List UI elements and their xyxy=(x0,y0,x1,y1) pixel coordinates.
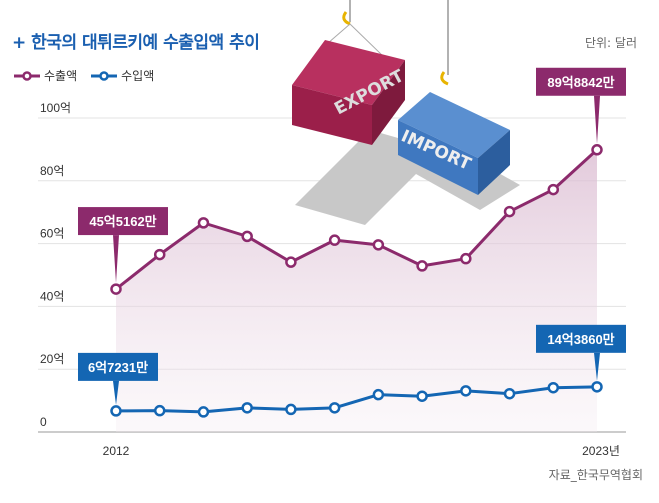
legend: 수출액 수입액 xyxy=(14,67,154,84)
import-point xyxy=(241,402,253,414)
x-tick-label: 2023년 xyxy=(582,444,620,458)
import-point xyxy=(591,381,603,393)
export-point xyxy=(503,205,516,218)
chart-title: + 한국의 대튀르키예 수출입액 추이 xyxy=(12,33,260,53)
import-point xyxy=(503,387,516,400)
export-point xyxy=(153,248,166,261)
import-point xyxy=(460,385,472,397)
export-point xyxy=(328,234,341,246)
import-point xyxy=(328,402,341,414)
import-point xyxy=(153,404,166,417)
import-point xyxy=(110,405,122,417)
import-annotation-label: 6억7231만 xyxy=(88,360,148,375)
y-tick-label: 40억 xyxy=(40,289,64,303)
export-annotation-box xyxy=(536,67,626,96)
import-point xyxy=(547,381,560,394)
export-annotation-label: 89억8842만 xyxy=(547,75,614,90)
import-annotation-pointer xyxy=(594,352,600,381)
legend-import-label: 수입액 xyxy=(121,69,155,83)
export-point xyxy=(241,230,253,243)
import-annotation-box xyxy=(78,352,158,381)
unit-label: 단위: 달러 xyxy=(584,36,637,50)
import-point xyxy=(416,390,428,402)
import-point xyxy=(197,406,210,418)
import-annotation-box xyxy=(536,324,626,353)
source-note: 자료_한국무역협회 xyxy=(548,468,643,482)
y-tick-label: 80억 xyxy=(40,164,64,178)
export-annotation-pointer xyxy=(113,235,119,284)
export-point xyxy=(547,183,560,196)
export-point xyxy=(110,283,122,295)
import-point xyxy=(285,403,297,416)
container-illustration: EXPORT IMPORT xyxy=(292,0,520,225)
legend-export-label: 수출액 xyxy=(44,69,78,83)
y-tick-label: 20억 xyxy=(40,352,64,366)
import-point xyxy=(372,388,385,401)
export-point xyxy=(372,239,385,251)
export-annotation-pointer xyxy=(594,95,600,144)
legend-import: 수입액 xyxy=(91,67,154,84)
export-point xyxy=(197,217,210,229)
export-annotation-label: 45억5162만 xyxy=(89,214,156,229)
export-point xyxy=(591,144,603,156)
legend-export: 수출액 xyxy=(14,67,77,84)
export-area-fill xyxy=(116,149,597,432)
import-annotation-label: 14억3860만 xyxy=(547,332,614,347)
export-point xyxy=(460,252,472,265)
import-annotation-pointer xyxy=(113,380,119,405)
y-tick-label: 60억 xyxy=(40,227,64,241)
y-tick-label: 100억 xyxy=(40,101,71,115)
export-line xyxy=(115,148,599,291)
x-tick-label: 2012 xyxy=(103,444,130,458)
y-tick-label: 0 xyxy=(40,415,47,429)
import-line xyxy=(115,385,598,414)
export-annotation-box xyxy=(78,207,168,236)
export-point xyxy=(416,260,428,272)
export-point xyxy=(285,256,297,268)
